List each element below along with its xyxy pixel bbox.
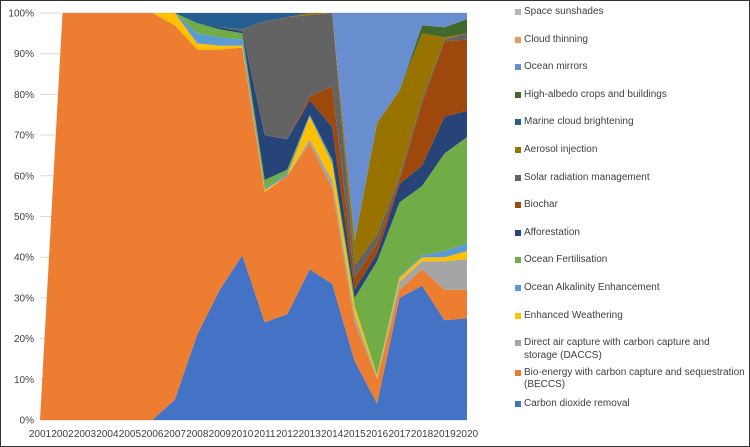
x-tick-label: 2002 [51,429,74,440]
x-tick-label: 2006 [141,429,164,440]
legend-swatch [515,36,521,43]
x-tick-label: 2020 [456,429,479,440]
y-tick-label: 100% [8,9,34,20]
x-tick-label: 2018 [411,429,434,440]
y-tick-label: 50% [14,212,34,223]
legend-label: Ocean mirrors [524,61,588,73]
legend-swatch [515,174,521,181]
x-tick-label: 2004 [96,429,119,440]
x-tick-label: 2017 [388,429,411,440]
legend-item: Cloud thinning [515,34,745,47]
y-tick-label: 20% [14,334,34,345]
legend-swatch [515,119,521,126]
area-afforestation [40,13,467,420]
legend-swatch [515,202,521,209]
legend-label: Bio-energy with carbon capture and seque… [524,366,745,391]
x-tick-label: 2015 [344,429,367,440]
x-tick-label: 2003 [74,429,97,440]
legend-item: Aerosol injection [515,144,745,157]
legend-item: Bio-energy with carbon capture and seque… [515,367,745,392]
area-aerosol-injection [40,13,467,420]
x-tick-label: 2001 [29,429,52,440]
legend-swatch [515,64,521,71]
x-tick-label: 2012 [276,429,299,440]
legend-label: Afforestation [524,226,580,238]
legend-item: Ocean Alkalinity Enhancement [515,282,745,295]
legend-swatch [515,401,521,407]
y-tick-label: 0% [20,416,35,427]
legend-item: Ocean mirrors [515,61,745,74]
legend-label: High-albedo crops and buildings [524,88,667,100]
legend-label: Marine cloud brightening [524,116,634,128]
y-tick-label: 30% [14,293,34,304]
legend-item: Direct air capture with carbon capture a… [515,337,745,362]
x-tick-label: 2007 [164,429,187,440]
y-tick-label: 70% [14,131,34,142]
y-tick-label: 40% [14,253,34,264]
x-tick-label: 2019 [433,429,456,440]
area-ocean-fertilisation [40,13,467,420]
areas [40,13,467,420]
legend-item: High-albedo crops and buildings [515,89,745,102]
legend-item: Ocean Fertilisation [515,254,745,267]
area-ocean-mirrors [40,13,467,420]
legend-swatch [515,9,521,15]
legend-label: Aerosol injection [524,144,598,155]
legend-swatch [515,285,521,291]
legend-swatch [515,91,521,98]
legend-label: Ocean Fertilisation [524,254,608,266]
legend-item: Space sunshades [515,6,745,19]
y-tick-label: 10% [14,375,34,386]
x-tick-label: 2009 [209,429,232,440]
legend-swatch [515,369,521,376]
legend-label: Carbon dioxide removal [524,398,630,409]
legend-item: Solar radiation management [515,172,745,185]
x-tick-label: 2010 [231,429,254,440]
legend-label: Solar radiation management [524,171,650,183]
legend-label: Ocean Alkalinity Enhancement [524,282,660,293]
legend-label: Enhanced Weathering [524,309,623,321]
legend-swatch [515,312,521,319]
x-tick-label: 2008 [186,429,209,440]
x-tick-label: 2005 [119,429,142,440]
legend-swatch [515,340,521,347]
area-carbon-dioxide-removal [40,255,467,420]
legend-label: Direct air capture with carbon capture a… [524,337,710,361]
x-axis-ticks: 2001 2002 2003 2004 2005 2006 2007 2008 2009 2010… [29,429,479,440]
y-tick-label: 90% [14,49,34,60]
legend-item: Carbon dioxide removal [515,398,745,411]
legend-swatch [515,257,521,264]
y-tick-label: 60% [14,171,34,182]
legend-label: Cloud thinning [524,33,588,45]
legend-label: Biochar [524,199,558,211]
legend-item: Biochar [515,199,745,212]
legend-label: Space sunshades [524,6,604,17]
x-tick-label: 2011 [254,429,276,440]
legend-item: Marine cloud brightening [515,116,745,129]
y-axis-ticks: 0% 10% 20% 30% 40% 50% 60% 70% 80% 90% 100% [8,9,34,427]
legend-swatch [515,147,521,153]
x-tick-label: 2014 [321,429,344,440]
legend-item: Afforestation [515,227,745,240]
y-tick-label: 80% [14,90,34,101]
legend-swatch [515,229,521,236]
area-bio-energy-with-carbon-capture-and-sequestration-beccs [40,13,467,420]
x-tick-label: 2016 [366,429,389,440]
legend-item: Enhanced Weathering [515,310,745,323]
x-tick-label: 2013 [299,429,322,440]
